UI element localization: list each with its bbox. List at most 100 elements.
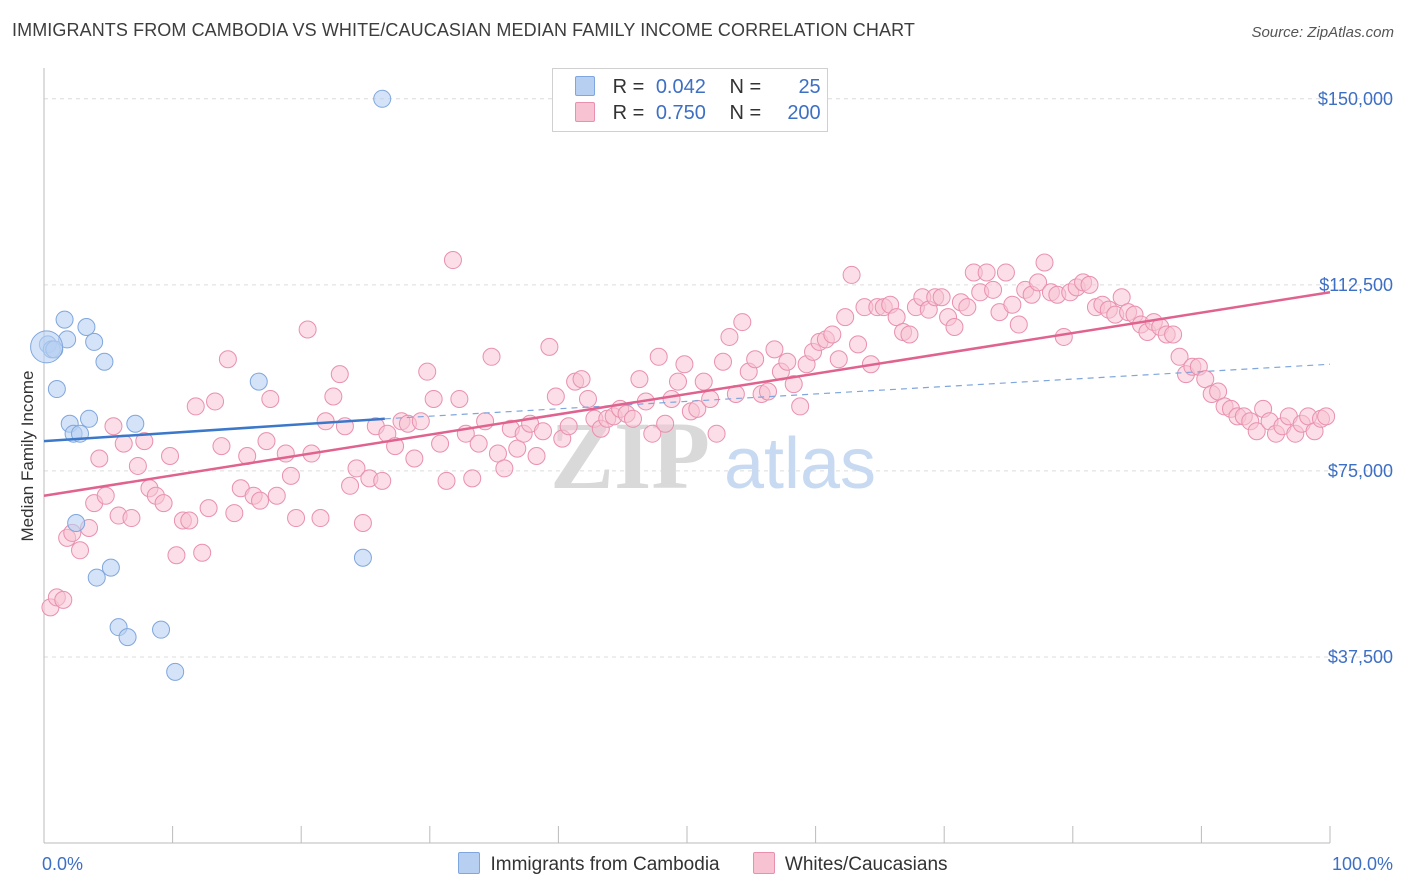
legend-item-whites: Whites/Caucasians (752, 852, 948, 876)
data-point-whites (463, 469, 482, 488)
data-point-whites (287, 509, 306, 528)
data-point-whites (353, 513, 372, 532)
y-tick-label: $150,000 (1318, 89, 1393, 109)
data-point-whites (977, 263, 996, 282)
data-point-whites (298, 320, 317, 339)
data-point-cambodia (249, 372, 268, 391)
data-point-whites (1112, 288, 1131, 307)
data-point-whites (623, 409, 642, 428)
data-point-whites (1196, 370, 1215, 389)
data-point-cambodia (47, 380, 66, 399)
data-point-whites (1035, 253, 1054, 272)
data-point-whites (1209, 382, 1228, 401)
legend-n-label: N = (729, 76, 762, 98)
data-point-whites (431, 434, 450, 453)
data-point-whites (842, 265, 861, 284)
data-point-whites (218, 350, 237, 369)
data-point-whites (424, 389, 443, 408)
data-point-whites (1003, 295, 1022, 314)
grid-lines (44, 98, 1390, 658)
data-point-whites (341, 476, 360, 495)
data-point-whites (1164, 325, 1183, 344)
data-point-whites (206, 392, 225, 411)
data-point-whites (261, 389, 280, 408)
data-point-whites (405, 449, 424, 468)
data-point-whites (1029, 273, 1048, 292)
trend-lines (43, 291, 1331, 497)
data-point-whites (251, 491, 270, 510)
data-point-whites (96, 486, 115, 505)
data-point-whites (533, 422, 552, 441)
data-point-whites (996, 263, 1015, 282)
y-axis-title: Median Family Income (18, 370, 37, 541)
data-point-whites (1170, 347, 1189, 366)
data-point-cambodia (373, 89, 392, 108)
data-point-whites (469, 434, 488, 453)
data-point-cambodia (95, 352, 114, 371)
y-tick-label: $37,500 (1328, 647, 1393, 667)
data-point-whites (199, 499, 218, 518)
data-point-cambodia (118, 628, 137, 647)
legend-r-value: 0.750 (655, 102, 706, 124)
data-point-whites (720, 327, 739, 346)
data-point-whites (656, 414, 675, 433)
data-point-whites (662, 389, 681, 408)
legend-r-label: R = (612, 102, 645, 124)
data-point-whites (984, 280, 1003, 299)
data-point-whites (823, 325, 842, 344)
data-point-whites (488, 444, 507, 463)
data-point-whites (829, 350, 848, 369)
data-point-whites (784, 375, 803, 394)
data-point-whites (578, 389, 597, 408)
legend-n-value: 200 (787, 102, 821, 124)
data-point-whites (122, 509, 141, 528)
data-point-whites (167, 546, 186, 565)
legend-swatch-pink (575, 102, 595, 122)
data-point-whites (900, 325, 919, 344)
axes (43, 68, 1331, 844)
data-point-whites (675, 355, 694, 374)
data-point-cambodia (101, 558, 120, 577)
legend-item-label: Immigrants from Cambodia (490, 854, 720, 875)
data-point-whites (1247, 422, 1266, 441)
series-whites-caucasians (41, 251, 1336, 617)
data-point-whites (694, 372, 713, 391)
data-point-whites (649, 347, 668, 366)
data-point-whites (128, 456, 147, 475)
trend-line-whites (43, 291, 1331, 497)
axis-labels: $37,500 $75,000 $112,500 $150,000 0.0% 100.0%… (18, 89, 1393, 874)
chart-source: Source: ZipAtlas.com (1251, 24, 1394, 41)
data-point-whites (572, 370, 591, 389)
data-point-whites (746, 350, 765, 369)
data-point-whites (212, 437, 231, 456)
data-point-whites (643, 424, 662, 443)
data-point-whites (1054, 327, 1073, 346)
data-point-whites (707, 424, 726, 443)
data-point-whites (540, 337, 559, 356)
data-point-whites (958, 298, 977, 317)
data-point-whites (630, 370, 649, 389)
legend-n-value: 25 (798, 76, 821, 98)
data-point-cambodia (30, 330, 64, 364)
x-tick-label: 100.0% (1332, 854, 1393, 874)
data-point-whites (1009, 315, 1028, 334)
data-point-whites (778, 352, 797, 371)
trend-line-cambodia-extension (384, 363, 1331, 420)
data-point-whites (311, 509, 330, 528)
data-point-cambodia (77, 318, 96, 337)
data-point-whites (714, 352, 733, 371)
watermark-atlas: atlas (724, 424, 876, 504)
data-point-whites (836, 308, 855, 327)
data-point-whites (437, 471, 456, 490)
data-point-whites (186, 397, 205, 416)
trend-line-cambodia (43, 417, 385, 443)
legend-swatch-blue (458, 852, 481, 874)
legend-row-whites: R = 0.750 N = 200 (575, 102, 821, 126)
data-point-whites (546, 387, 565, 406)
data-point-whites (180, 511, 199, 530)
data-point-cambodia (85, 332, 104, 351)
data-point-whites (135, 432, 154, 451)
y-tick-label: $75,000 (1328, 461, 1393, 481)
data-point-whites (450, 389, 469, 408)
